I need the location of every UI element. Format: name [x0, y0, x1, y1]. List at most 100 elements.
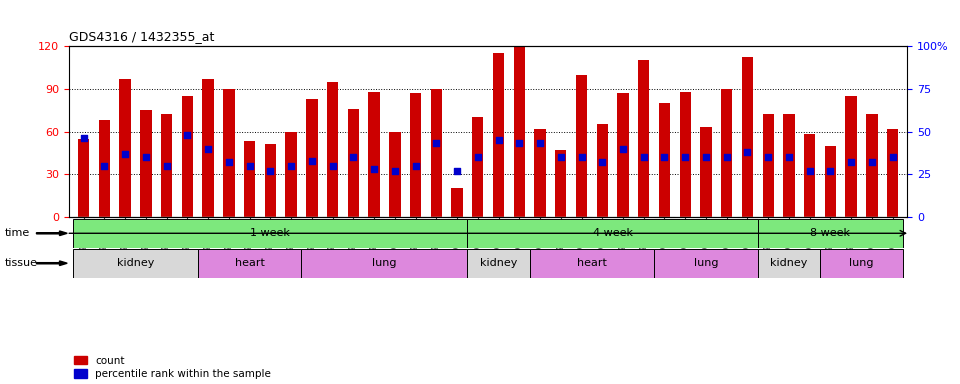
Text: lung: lung	[850, 258, 874, 268]
Text: kidney: kidney	[770, 258, 807, 268]
Bar	[721, 89, 732, 217]
Bar	[244, 141, 255, 217]
Text: kidney: kidney	[117, 258, 155, 268]
Point	[844, 159, 859, 166]
Text: 4 week: 4 week	[592, 228, 633, 238]
Point	[574, 154, 589, 160]
Bar	[492, 53, 504, 217]
Point	[346, 154, 361, 160]
Point	[324, 163, 340, 169]
Point	[657, 154, 672, 160]
Bar	[223, 89, 234, 217]
Bar	[530, 249, 654, 278]
Bar	[301, 249, 468, 278]
Point	[636, 154, 652, 160]
Point	[802, 168, 817, 174]
Bar	[535, 129, 545, 217]
Point	[138, 154, 154, 160]
Bar	[198, 249, 301, 278]
Point	[221, 159, 236, 166]
Point	[678, 154, 693, 160]
Bar	[431, 89, 442, 217]
Bar	[596, 124, 608, 217]
Point	[615, 146, 631, 152]
Point	[408, 163, 423, 169]
Text: time: time	[5, 228, 30, 238]
Point	[594, 159, 610, 166]
Bar	[389, 131, 400, 217]
Point	[491, 137, 506, 143]
Point	[367, 166, 382, 172]
Legend: count, percentile rank within the sample: count, percentile rank within the sample	[74, 356, 271, 379]
Bar	[659, 103, 670, 217]
Bar	[820, 249, 903, 278]
Bar	[181, 96, 193, 217]
Bar	[783, 114, 795, 217]
Text: lung: lung	[694, 258, 718, 268]
Point	[823, 168, 838, 174]
Bar	[306, 99, 318, 217]
Point	[449, 168, 465, 174]
Text: heart: heart	[234, 258, 265, 268]
Bar	[576, 74, 588, 217]
Text: tissue: tissue	[5, 258, 37, 268]
Point	[117, 151, 132, 157]
Bar	[161, 114, 173, 217]
Bar	[700, 127, 711, 217]
Bar	[451, 189, 463, 217]
Bar	[369, 92, 380, 217]
Bar	[680, 92, 691, 217]
Bar	[757, 249, 820, 278]
Bar	[866, 114, 877, 217]
Point	[719, 154, 734, 160]
Text: GDS4316 / 1432355_at: GDS4316 / 1432355_at	[69, 30, 214, 43]
Point	[533, 141, 548, 147]
Point	[159, 163, 175, 169]
Text: kidney: kidney	[480, 258, 517, 268]
Bar	[617, 93, 629, 217]
Bar	[348, 109, 359, 217]
Point	[97, 163, 112, 169]
Text: 1 week: 1 week	[251, 228, 290, 238]
Bar	[140, 110, 152, 217]
Text: heart: heart	[577, 258, 607, 268]
Point	[428, 141, 444, 147]
Bar	[468, 219, 757, 248]
Bar	[804, 134, 815, 217]
Bar	[468, 249, 530, 278]
Bar	[285, 131, 297, 217]
Bar	[742, 58, 754, 217]
Point	[512, 141, 527, 147]
Bar	[78, 139, 89, 217]
Bar	[846, 96, 857, 217]
Point	[263, 168, 278, 174]
Point	[242, 163, 257, 169]
Point	[201, 146, 216, 152]
Bar	[119, 79, 131, 217]
Text: lung: lung	[372, 258, 396, 268]
Bar	[654, 249, 757, 278]
Bar	[762, 114, 774, 217]
Point	[304, 157, 320, 164]
Bar	[99, 120, 110, 217]
Bar	[265, 144, 276, 217]
Point	[885, 154, 900, 160]
Point	[740, 149, 756, 155]
Bar	[514, 46, 525, 217]
Bar	[410, 93, 421, 217]
Bar	[757, 219, 903, 248]
Point	[283, 163, 299, 169]
Point	[864, 159, 879, 166]
Bar	[472, 117, 484, 217]
Point	[760, 154, 776, 160]
Bar	[638, 60, 650, 217]
Bar	[555, 150, 566, 217]
Bar	[73, 249, 198, 278]
Point	[76, 135, 91, 141]
Point	[698, 154, 713, 160]
Bar	[825, 146, 836, 217]
Point	[180, 132, 195, 138]
Bar	[887, 129, 899, 217]
Text: 8 week: 8 week	[810, 228, 851, 238]
Point	[781, 154, 797, 160]
